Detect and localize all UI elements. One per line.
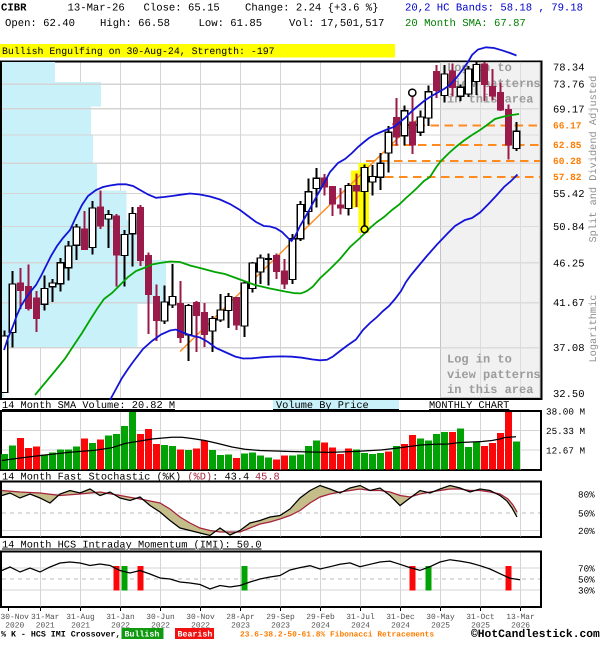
svg-text:20,2 HC Bands: 58.18 , 79.18: 20,2 HC Bands: 58.18 , 79.18 (405, 3, 583, 15)
svg-text:30-May: 30-May (426, 613, 455, 622)
svg-text:2020: 2020 (5, 622, 24, 631)
svg-text:13-Mar-26: 13-Mar-26 (68, 3, 125, 15)
svg-text:2021: 2021 (36, 622, 55, 631)
svg-text:2025: 2025 (471, 622, 490, 631)
svg-text:2022: 2022 (191, 622, 210, 631)
svg-text:Close: 65.15: Close: 65.15 (144, 3, 220, 15)
svg-text:Vol: 17,501,517: Vol: 17,501,517 (289, 18, 384, 30)
svg-text:Bullish: Bullish (125, 630, 160, 640)
svg-text:29-Sep: 29-Sep (266, 613, 295, 622)
svg-text:31-Aug: 31-Aug (66, 613, 95, 622)
svg-text:Logarithmic: Logarithmic (588, 295, 600, 363)
svg-text:31-Oct: 31-Oct (466, 613, 494, 622)
svg-text:31-Jul: 31-Jul (346, 613, 375, 622)
svg-text:29-Feb: 29-Feb (306, 613, 335, 622)
svg-text:14 Month SMA Volume: 20.82 M: 14 Month SMA Volume: 20.82 M (2, 400, 175, 412)
svg-text:31-Mar: 31-Mar (31, 613, 60, 622)
svg-text:2022: 2022 (151, 622, 170, 631)
svg-text:50%: 50% (578, 509, 595, 520)
svg-text:Volume By Price: Volume By Price (276, 400, 369, 412)
svg-text:Low: 61.85: Low: 61.85 (199, 18, 263, 30)
svg-text:Open: 62.40: Open: 62.40 (5, 18, 75, 30)
svg-text:2023: 2023 (231, 622, 250, 631)
svg-text:28-Apr: 28-Apr (226, 613, 255, 622)
svg-text:30%: 30% (578, 586, 595, 597)
svg-text:Split and Dividend Adjusted: Split and Dividend Adjusted (588, 76, 600, 243)
svg-text:©HotCandlestick.com: ©HotCandlestick.com (471, 628, 600, 640)
svg-text:78.34: 78.34 (553, 63, 585, 75)
svg-text:38.00 M: 38.00 M (546, 407, 585, 418)
svg-text:45.8: 45.8 (255, 472, 280, 484)
svg-text:Change: 2.24 {+3.6 %}: Change: 2.24 {+3.6 %} (245, 3, 379, 15)
svg-text:73.76: 73.76 (553, 80, 585, 92)
svg-text:70%: 70% (578, 564, 595, 575)
svg-text:25.33 M: 25.33 M (546, 426, 585, 437)
svg-text:14 Month HCS Intraday Momentum: 14 Month HCS Intraday Momentum (IMI): 50… (2, 540, 262, 552)
svg-text:80%: 80% (578, 490, 595, 501)
svg-text:37.08: 37.08 (553, 343, 585, 355)
svg-text:62.85: 62.85 (553, 140, 582, 151)
svg-text:2023: 2023 (271, 622, 290, 631)
svg-text:in this area: in this area (447, 383, 533, 397)
svg-text:46.25: 46.25 (553, 258, 585, 270)
svg-text:14 Month Fast Stochastic (%K): 14 Month Fast Stochastic (%K) (%D): 43.4 (2, 472, 249, 484)
svg-text:Log in to: Log in to (447, 353, 512, 367)
svg-text:20 Month SMA: 67.87: 20 Month SMA: 67.87 (405, 18, 526, 30)
svg-text:66.17: 66.17 (553, 121, 582, 132)
svg-text:High: 66.58: High: 66.58 (100, 18, 170, 30)
svg-text:32.50: 32.50 (553, 389, 585, 401)
svg-text:31-Dec: 31-Dec (386, 613, 415, 622)
svg-text:55.42: 55.42 (553, 189, 585, 201)
svg-text:MONTHLY CHART: MONTHLY CHART (429, 400, 509, 412)
svg-text:60.28: 60.28 (553, 156, 582, 167)
svg-text:50%: 50% (578, 575, 595, 586)
svg-text:50.84: 50.84 (553, 222, 585, 234)
svg-text:2022: 2022 (111, 622, 130, 631)
svg-text:12.67 M: 12.67 M (546, 446, 585, 457)
svg-text:CIBR: CIBR (1, 3, 27, 15)
svg-text:30-Jun: 30-Jun (146, 613, 175, 622)
svg-text:2025: 2025 (431, 622, 450, 631)
svg-text:Bullish Engulfing on 30-Aug-24: Bullish Engulfing on 30-Aug-24, Strength… (2, 46, 275, 57)
svg-text:20%: 20% (578, 526, 595, 537)
svg-text:2026: 2026 (511, 622, 530, 631)
svg-text:2024: 2024 (311, 622, 330, 631)
svg-text:13-Mar: 13-Mar (506, 613, 535, 622)
svg-text:30-Nov: 30-Nov (1, 613, 30, 622)
svg-text:view patterns: view patterns (447, 368, 541, 382)
svg-text:2024: 2024 (391, 622, 410, 631)
svg-text:2021: 2021 (71, 622, 90, 631)
svg-text:41.67: 41.67 (553, 298, 585, 310)
svg-text:57.82: 57.82 (553, 172, 582, 183)
svg-text:69.17: 69.17 (553, 104, 585, 116)
svg-text:31-Jan: 31-Jan (106, 613, 135, 622)
svg-text:30-Nov: 30-Nov (186, 613, 215, 622)
svg-text:2024: 2024 (351, 622, 370, 631)
svg-text:Bearish: Bearish (178, 630, 213, 640)
svg-text:23.6-38.2-50-61.8% Fibonacci R: 23.6-38.2-50-61.8% Fibonacci Retracement… (240, 631, 434, 640)
svg-text:% K - HCS IMI Crossover,: % K - HCS IMI Crossover, (1, 631, 121, 640)
